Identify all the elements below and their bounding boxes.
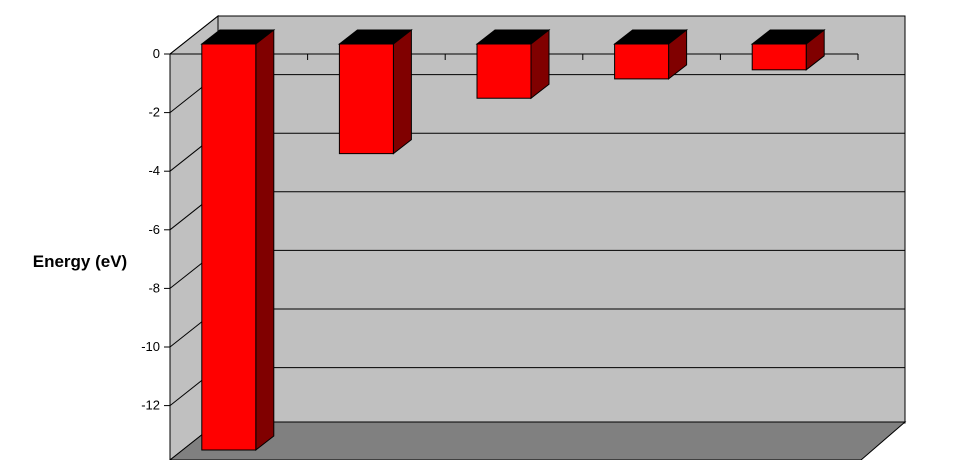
floor <box>169 421 907 460</box>
bar-front-face <box>614 43 670 80</box>
y-tick-label: -2 <box>148 105 160 120</box>
bar <box>337 28 413 155</box>
bar <box>750 28 826 71</box>
y-axis-title: Energy (eV) <box>33 252 127 271</box>
bar <box>475 28 551 100</box>
bar-front-face <box>476 43 532 99</box>
y-tick-label: -4 <box>148 163 160 178</box>
bar <box>613 28 689 80</box>
bar-side-face <box>255 28 275 452</box>
y-tick-label: -12 <box>141 398 160 413</box>
bars <box>200 28 826 452</box>
y-tick-label: -10 <box>141 339 160 354</box>
bar-side-face <box>392 28 412 155</box>
y-tick-label: -8 <box>148 280 160 295</box>
gridline-diagonal <box>169 15 219 55</box>
bar <box>200 28 276 452</box>
bar-front-face <box>338 43 394 155</box>
y-axis: 0 -2 -4 -6 -8 -10 -12 <box>141 46 171 460</box>
bar-front-face <box>751 43 807 71</box>
gridlines <box>169 15 905 406</box>
y-tick-label: 0 <box>153 46 160 61</box>
back-wall <box>217 15 906 424</box>
bar-front-face <box>201 43 257 451</box>
y-tick-label: -6 <box>148 222 160 237</box>
